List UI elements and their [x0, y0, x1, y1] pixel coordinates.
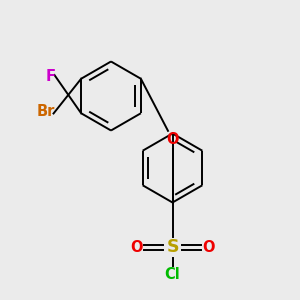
Text: F: F	[46, 69, 56, 84]
Text: Cl: Cl	[165, 267, 180, 282]
Text: O: O	[166, 132, 179, 147]
Text: O: O	[202, 240, 215, 255]
Text: O: O	[130, 240, 143, 255]
Text: S: S	[166, 238, 179, 256]
Text: Br: Br	[37, 103, 56, 118]
